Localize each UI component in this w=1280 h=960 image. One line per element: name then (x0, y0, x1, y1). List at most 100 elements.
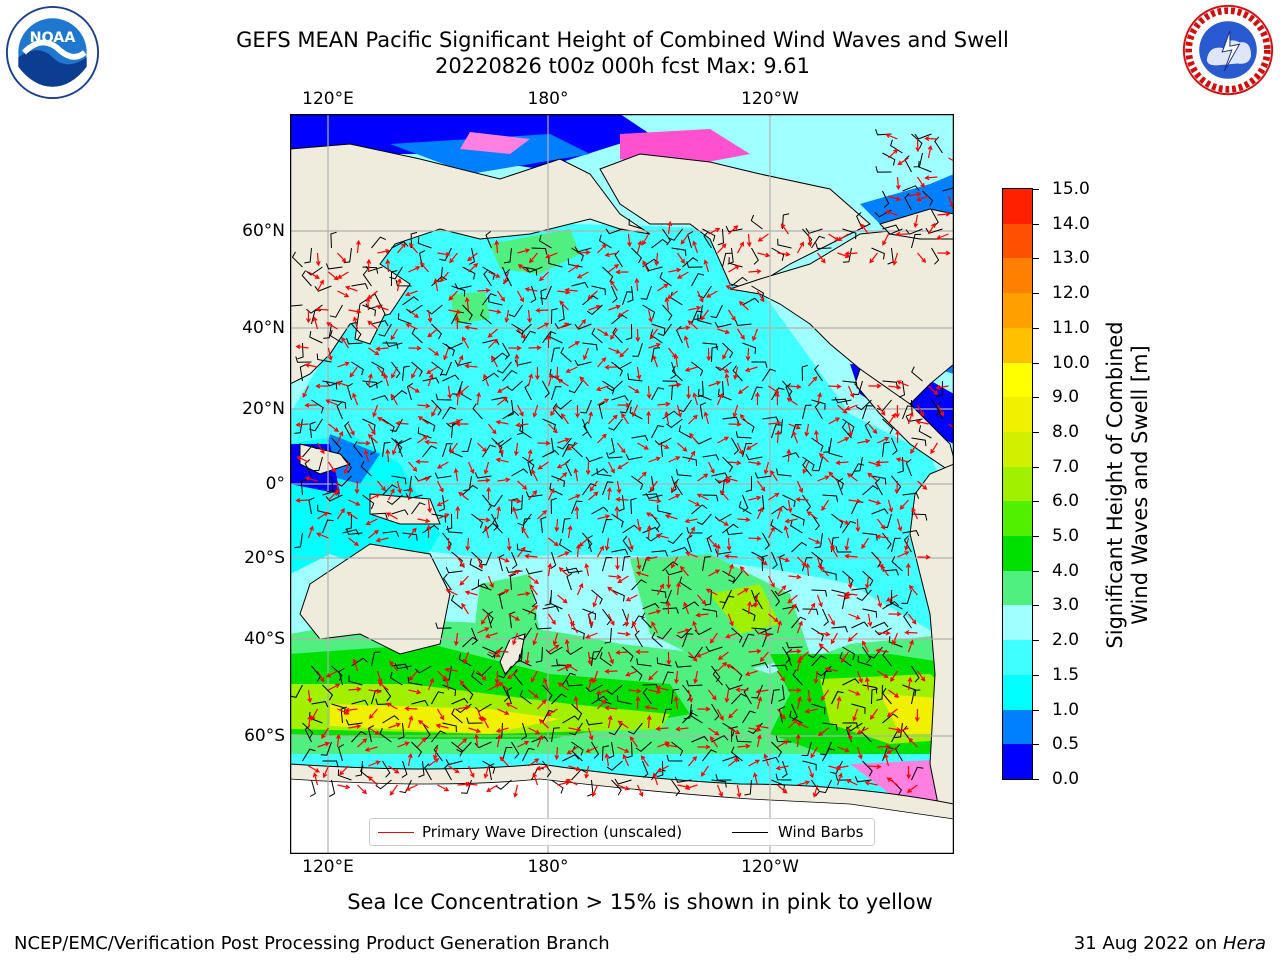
wave-arrow (625, 670, 638, 677)
wind-barb (391, 475, 407, 485)
wave-arrow (556, 461, 569, 469)
wind-barb (770, 519, 783, 534)
wind-barb (300, 478, 308, 496)
wind-barb (422, 722, 431, 740)
wave-arrow (417, 435, 429, 444)
wave-arrow (557, 437, 570, 444)
wave-arrow (497, 556, 510, 563)
wind-barb (862, 646, 872, 664)
wave-arrow (937, 211, 951, 217)
wind-barb (582, 295, 599, 306)
wave-arrow (461, 602, 469, 615)
wind-barb (771, 387, 785, 401)
wave-arrow (480, 613, 489, 625)
wave-arrow (607, 651, 614, 665)
wave-arrow (372, 404, 379, 418)
wind-barb (831, 513, 844, 529)
wind-barb (325, 263, 343, 270)
wave-arrow (564, 638, 570, 653)
wave-arrow (445, 588, 458, 596)
wave-arrow (483, 461, 490, 475)
wind-barb (770, 424, 782, 439)
map-legend: Primary Wave Direction (unscaled) Wind B… (369, 818, 875, 846)
wind-barb (431, 691, 445, 705)
wind-barb (491, 437, 503, 454)
wave-arrow (728, 757, 739, 767)
wave-arrow (352, 392, 359, 406)
wave-arrow (463, 651, 470, 665)
sea-ice-note: Sea Ice Concentration > 15% is shown in … (347, 890, 933, 914)
wind-barb (351, 699, 369, 706)
wave-arrow (788, 648, 802, 654)
wind-barb (471, 583, 489, 591)
wave-arrow (864, 780, 878, 786)
wind-barb (474, 703, 492, 712)
wave-arrow (717, 243, 727, 254)
wave-arrow (657, 283, 669, 292)
wave-arrow (875, 459, 889, 465)
wind-barb (402, 296, 419, 306)
wave-arrow (557, 378, 569, 387)
wave-arrow (304, 402, 318, 408)
wind-barb (625, 323, 633, 341)
wind-barb (375, 779, 392, 790)
wind-barb (679, 576, 692, 591)
wave-arrow (885, 133, 898, 140)
wave-arrow (383, 373, 390, 387)
wave-arrow (517, 591, 531, 597)
wind-barb (717, 228, 725, 246)
wind-barb (616, 695, 632, 705)
wind-barb (506, 380, 523, 392)
wave-arrow (617, 746, 630, 753)
wave-arrow (835, 765, 849, 770)
wind-barb (651, 323, 666, 335)
wave-arrow (665, 600, 671, 615)
colorbar-tick-label: 8.0 (1052, 421, 1080, 442)
wind-barb (657, 504, 672, 515)
wind-barb (542, 449, 560, 458)
wind-barb (382, 484, 398, 496)
colorbar-tick-mark (1033, 570, 1039, 572)
wind-barb (495, 779, 512, 790)
colorbar-tick-label: 1.5 (1052, 664, 1080, 685)
wave-arrow (385, 702, 398, 710)
wave-arrow (856, 746, 863, 760)
wave-arrow (655, 533, 669, 539)
wind-barb (822, 608, 829, 626)
wind-barb (371, 395, 389, 401)
wind-barb (562, 443, 575, 458)
wave-arrow (883, 753, 890, 767)
wave-arrow (446, 537, 452, 552)
wind-barb (775, 773, 792, 781)
wind-barb (491, 396, 509, 403)
wave-arrow (855, 518, 861, 533)
wave-arrow (724, 553, 738, 559)
wave-arrow (895, 176, 901, 191)
wind-barb (914, 133, 932, 140)
colorbar-tick-mark (1033, 779, 1039, 780)
wind-barb (424, 763, 432, 781)
wind-barb (371, 320, 389, 327)
wind-barb (311, 701, 329, 708)
colorbar-title-line1: Significant Height of Combined (1103, 321, 1127, 649)
wave-arrow (378, 681, 389, 691)
colorbar-segment (1003, 292, 1032, 328)
wind-barb (629, 406, 643, 420)
wave-arrow (604, 252, 618, 258)
wave-arrow (615, 556, 620, 571)
wave-arrow (642, 260, 650, 273)
wave-arrow (455, 505, 461, 520)
wave-arrow (554, 518, 560, 533)
wave-arrow (635, 649, 649, 655)
wave-arrow (748, 648, 762, 654)
wave-arrow (837, 518, 850, 525)
wave-arrow (607, 461, 615, 474)
wave-arrow (431, 404, 439, 417)
wind-barb (582, 532, 593, 549)
wind-barb (876, 684, 883, 701)
wind-barb (398, 722, 405, 740)
wind-barb (524, 383, 532, 401)
wave-arrow (700, 309, 709, 321)
wind-barb (531, 736, 549, 743)
wave-arrow (724, 689, 730, 704)
